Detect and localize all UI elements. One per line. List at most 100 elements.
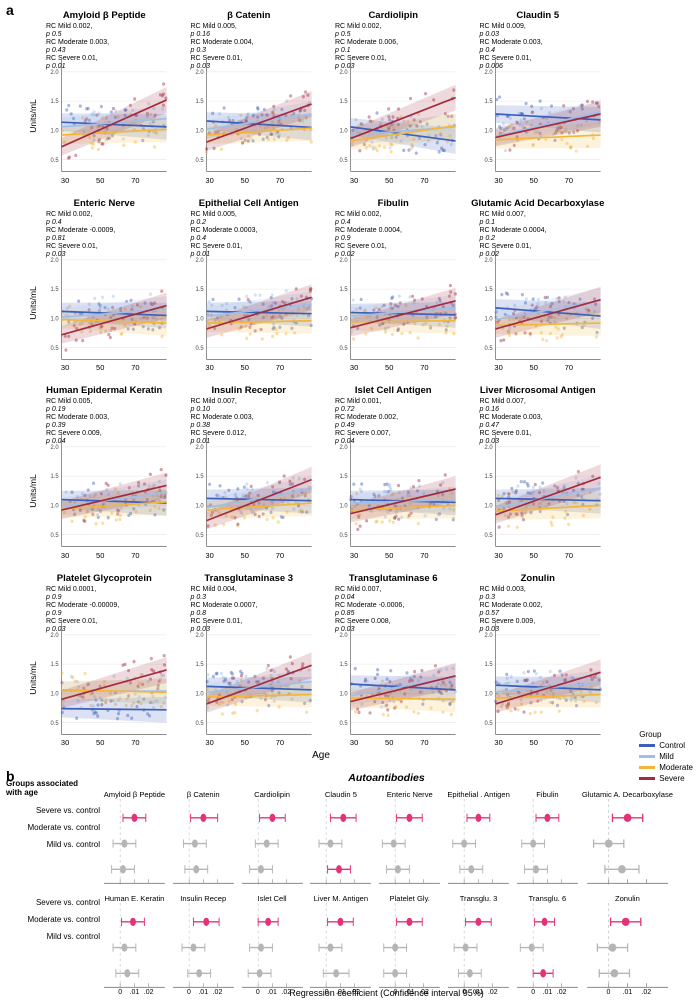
x-tick-label: 70	[276, 176, 284, 185]
svg-text:2.0: 2.0	[195, 632, 204, 638]
cell-title: Transglutaminase 3	[181, 573, 318, 584]
cell-title: Cardiolipin	[325, 10, 462, 21]
rc-line: RC Moderate 0.006, p 0.1	[335, 39, 462, 55]
svg-text:1.5: 1.5	[339, 99, 348, 105]
svg-text:1.5: 1.5	[50, 287, 59, 293]
forest-plot	[513, 903, 582, 989]
rc-line: RC Moderate -0.00009, p 0.9	[46, 602, 173, 618]
rc-line: RC Mild 0.005, p 0.19	[46, 398, 173, 414]
forest-plot	[169, 799, 238, 885]
panel-a-label: a	[6, 2, 14, 18]
y-axis-label: Units/mL	[28, 99, 38, 133]
svg-text:2.0: 2.0	[339, 70, 348, 76]
panel-a-cell: CardiolipinRC Mild 0.002, p 0.5RC Modera…	[325, 10, 462, 188]
x-tick-label: 30	[350, 738, 358, 747]
legend-label: Moderate	[659, 763, 693, 772]
svg-text:2.0: 2.0	[339, 445, 348, 451]
panel-a-cell: Liver Microsomal AntigenRC Mild 0.007, p…	[470, 385, 607, 563]
x-tick-label: 70	[131, 551, 139, 560]
svg-text:1.5: 1.5	[484, 99, 493, 105]
scatter-plot: 0.51.01.52.0	[478, 58, 605, 174]
rc-line: RC Mild 0.007, p 0.16	[480, 398, 607, 414]
forest-col-title: Liver M. Antigen	[306, 894, 375, 903]
svg-text:1.5: 1.5	[195, 99, 204, 105]
x-ticks: 305070	[44, 551, 171, 563]
forest-plot	[444, 903, 513, 989]
rc-line: RC Moderate 0.004, p 0.3	[191, 39, 318, 55]
x-tick-label: 30	[350, 551, 358, 560]
x-tick-label: 50	[530, 551, 538, 560]
forest-plot	[444, 799, 513, 885]
forest-col-title: Human E. Keratin	[100, 894, 169, 903]
y-axis-label: Units/mL	[28, 474, 38, 508]
rc-line: RC Mild 0.002, p 0.4	[46, 211, 173, 227]
forest-plot	[306, 903, 375, 989]
svg-text:1.0: 1.0	[484, 503, 493, 509]
forest-xtick-row	[238, 885, 307, 894]
scatter-plot: 0.51.01.52.0	[333, 246, 460, 362]
forest-plot	[306, 799, 375, 885]
svg-text:1.5: 1.5	[195, 662, 204, 668]
scatter-plot: 0.51.01.52.0	[333, 433, 460, 549]
svg-text:2.0: 2.0	[50, 70, 59, 76]
rc-line: RC Mild 0.002, p 0.5	[46, 23, 173, 39]
svg-text:1.0: 1.0	[484, 691, 493, 697]
x-tick-label: 50	[241, 738, 249, 747]
panel-b-left-heading: Groups associatedwith age	[6, 780, 86, 798]
x-tick-label: 30	[61, 176, 69, 185]
x-ticks: 305070	[189, 363, 316, 375]
svg-text:1.5: 1.5	[195, 474, 204, 480]
panel-a-cell: Glutamic Acid DecarboxylaseRC Mild 0.007…	[470, 198, 607, 376]
x-tick-label: 30	[61, 551, 69, 560]
x-tick-label: 70	[420, 738, 428, 747]
svg-text:2.0: 2.0	[50, 445, 59, 451]
rc-line: RC Mild 0.002, p 0.4	[335, 211, 462, 227]
x-tick-label: 70	[565, 551, 573, 560]
forest-col-title: β Catenin	[169, 790, 238, 799]
x-tick-label: 50	[530, 738, 538, 747]
rc-line: RC Mild 0.007, p 0.10	[191, 398, 318, 414]
rc-line: RC Moderate -0.0009, p 0.81	[46, 227, 173, 243]
legend-label: Control	[659, 741, 685, 750]
svg-text:1.0: 1.0	[484, 128, 493, 134]
scatter-plot: 0.51.01.52.0	[333, 58, 460, 174]
svg-text:1.5: 1.5	[484, 287, 493, 293]
x-tick-label: 50	[530, 363, 538, 372]
forest-xtick-row	[306, 885, 375, 894]
forest-plot	[100, 799, 169, 885]
scatter-plot: 0.51.01.52.0Units/mL	[44, 621, 171, 737]
scatter-plot: 0.51.01.52.0	[478, 621, 605, 737]
forest-col-title: Epithelial . Antigen	[444, 790, 513, 799]
x-tick-label: 30	[61, 738, 69, 747]
forest-col-title: Claudin 5	[306, 790, 375, 799]
svg-text:1.5: 1.5	[50, 662, 59, 668]
forest-xtick-row	[582, 885, 673, 894]
x-tick-label: 30	[205, 738, 213, 747]
x-tick-label: 70	[131, 363, 139, 372]
svg-text:1.5: 1.5	[484, 662, 493, 668]
forest-plot	[375, 799, 444, 885]
svg-text:1.5: 1.5	[339, 662, 348, 668]
x-tick-label: 50	[385, 738, 393, 747]
cell-title: Enteric Nerve	[36, 198, 173, 209]
x-tick-label: 30	[494, 363, 502, 372]
scatter-plot: 0.51.01.52.0Units/mL	[44, 433, 171, 549]
svg-text:1.0: 1.0	[195, 691, 204, 697]
rc-line: RC Moderate 0.0004, p 0.2	[480, 227, 607, 243]
panel-a-cell: Transglutaminase 6RC Mild 0.007, p 0.04R…	[325, 573, 462, 751]
x-tick-label: 70	[131, 176, 139, 185]
svg-text:2.0: 2.0	[195, 70, 204, 76]
svg-text:1.0: 1.0	[484, 316, 493, 322]
forest-xtick-row	[100, 885, 169, 894]
cell-title: Zonulin	[470, 573, 607, 584]
svg-text:0.5: 0.5	[339, 720, 348, 726]
forest-col-title: Enteric Nerve	[375, 790, 444, 799]
x-tick-label: 50	[96, 176, 104, 185]
svg-text:0.5: 0.5	[339, 158, 348, 164]
x-ticks: 30 50 70	[44, 176, 171, 188]
svg-text:1.0: 1.0	[339, 316, 348, 322]
forest-row-labels: Severe vs. controlModerate vs. controlMi…	[6, 898, 100, 941]
forest-row-label: Severe vs. control	[6, 898, 100, 907]
x-ticks: 305070	[44, 363, 171, 375]
forest-plot	[169, 903, 238, 989]
